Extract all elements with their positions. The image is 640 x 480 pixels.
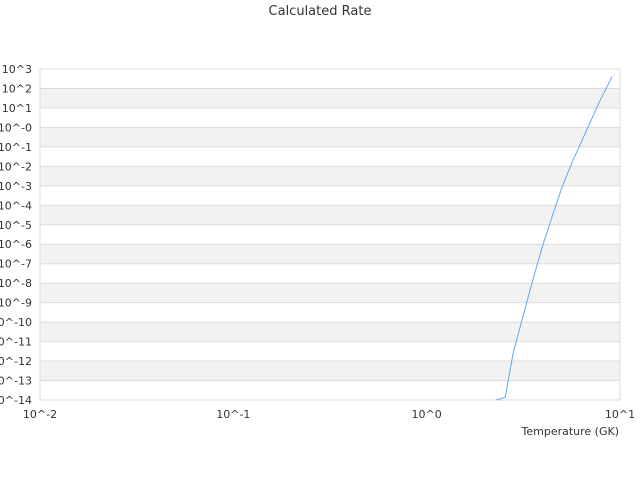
y-tick-label: 10^-3 [0, 180, 32, 193]
grid-band [40, 322, 620, 342]
x-tick-label: 10^0 [412, 408, 442, 421]
y-tick-label: 10^-10 [0, 316, 32, 329]
x-tick-label: 10^-1 [216, 408, 250, 421]
y-tick-label: 10^-9 [0, 297, 32, 310]
y-tick-label: 10^-8 [0, 277, 32, 290]
y-tick-label: 10^-14 [0, 394, 32, 407]
y-tick-label: 10^-1 [0, 141, 32, 154]
y-tick-label: 10^-12 [0, 355, 32, 368]
y-tick-label: 10^-5 [0, 219, 32, 232]
x-tick-label: 10^1 [605, 408, 635, 421]
chart-title: Calculated Rate [268, 4, 372, 19]
y-tick-label: 10^1 [2, 102, 32, 115]
grid-band [40, 88, 620, 108]
grid-band [40, 205, 620, 225]
grid-band [40, 244, 620, 264]
y-tick-label: 10^-6 [0, 238, 32, 251]
y-tick-label: 10^-0 [0, 121, 32, 134]
y-tick-label: 10^-2 [0, 160, 32, 173]
series-line [496, 76, 613, 401]
grid-band [40, 166, 620, 186]
grid-band [40, 283, 620, 303]
y-tick-label: 10^-7 [0, 258, 32, 271]
y-tick-label: 10^3 [2, 63, 32, 76]
x-tick-label: 10^-2 [23, 408, 57, 421]
x-axis-label: Temperature (GK) [521, 425, 620, 438]
y-tick-label: 10^2 [2, 82, 32, 95]
grid-band [40, 127, 620, 147]
y-tick-label: 10^-4 [0, 199, 32, 212]
y-tick-label: 10^-13 [0, 375, 32, 388]
grid-band [40, 361, 620, 381]
y-tick-label: 10^-11 [0, 336, 32, 349]
